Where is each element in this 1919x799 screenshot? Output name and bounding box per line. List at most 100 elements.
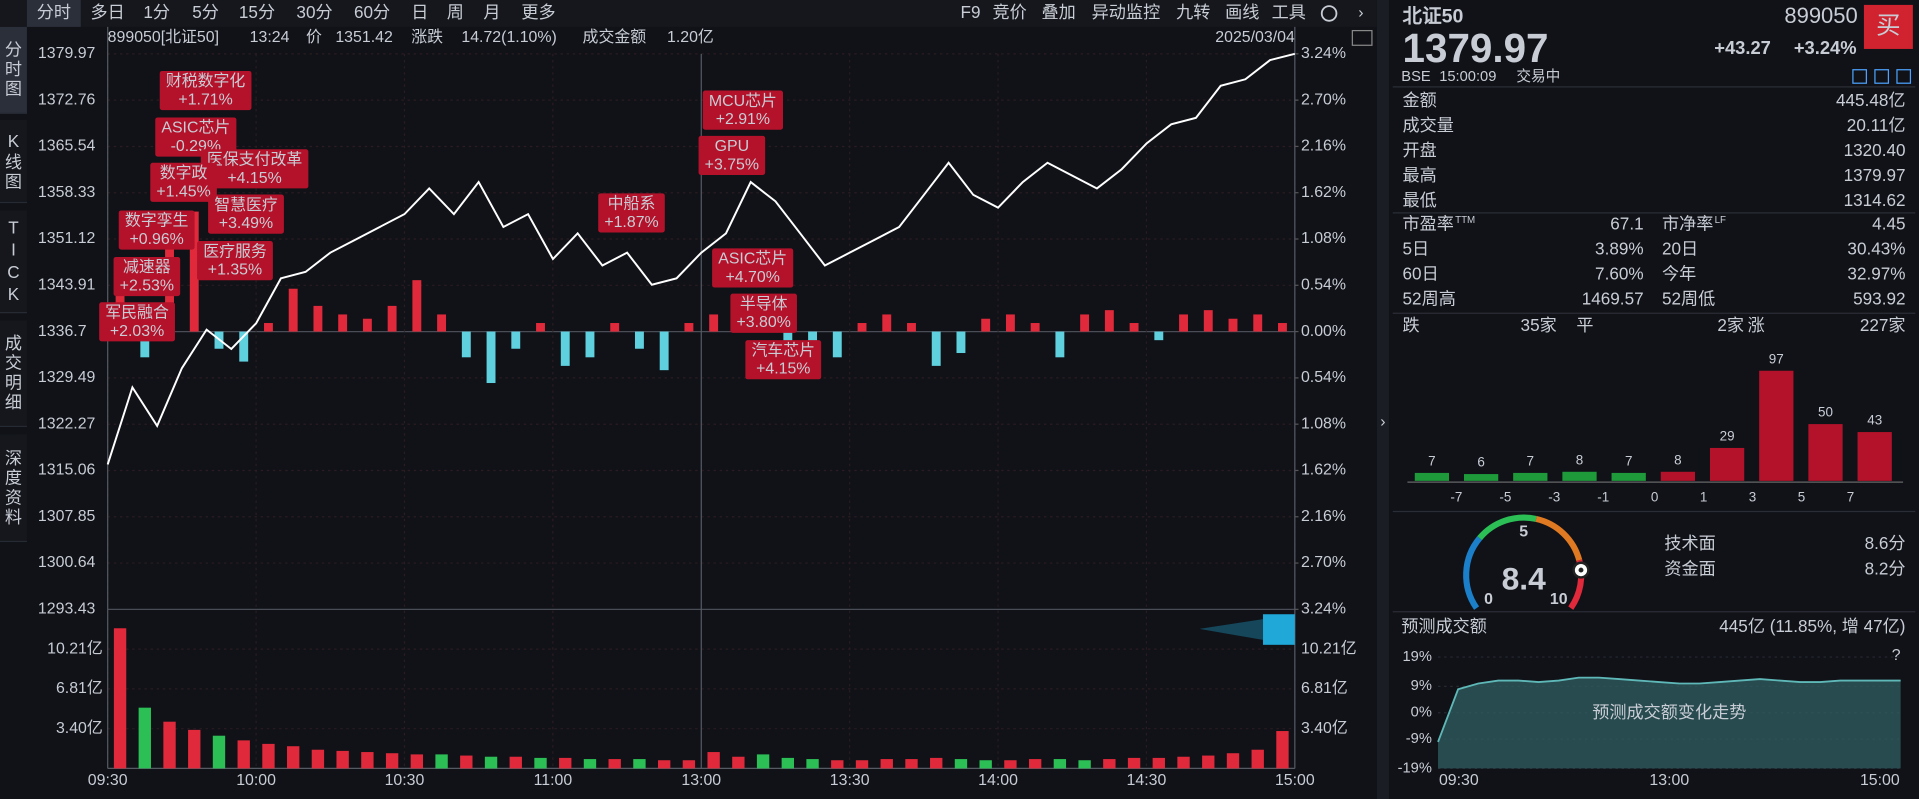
quote-name: 北证50 xyxy=(1403,5,1464,27)
tab[interactable]: 周 xyxy=(447,2,464,22)
volume-bar xyxy=(138,707,151,769)
distribution-bar xyxy=(1857,432,1892,481)
volume-bar xyxy=(756,754,770,769)
forecast-help[interactable]: ? xyxy=(1892,647,1901,664)
tab[interactable]: 30分 xyxy=(296,2,332,22)
annotation-name: 军民融合 xyxy=(105,303,169,321)
tab[interactable]: 更多 xyxy=(521,2,555,22)
side-tab[interactable]: 深度资料 xyxy=(0,434,27,543)
tool[interactable]: 画线 xyxy=(1225,2,1259,22)
tool[interactable]: 九转 xyxy=(1176,2,1210,22)
more-icon[interactable]: › xyxy=(1358,5,1363,22)
info-label: 价 xyxy=(306,29,322,46)
side-tab[interactable]: TICK xyxy=(0,210,27,314)
volume-bar xyxy=(732,756,745,769)
tab[interactable]: 5分 xyxy=(192,2,219,22)
tool[interactable]: 异动监控 xyxy=(1092,2,1161,22)
buy-label[interactable]: 买 xyxy=(1876,12,1900,39)
tab[interactable]: 日 xyxy=(411,2,428,22)
annotation-change: +2.91% xyxy=(716,111,770,128)
stat-value: 3.89% xyxy=(1595,239,1644,259)
tool[interactable]: F9 xyxy=(961,2,981,22)
breadth-label: 跌 xyxy=(1403,315,1420,335)
buy-button[interactable] xyxy=(1863,4,1913,49)
settings-icon[interactable] xyxy=(1320,5,1338,22)
time-label: 15:00 xyxy=(1275,772,1315,789)
volume-bar xyxy=(385,753,399,769)
pct-tick-label: 0.54% xyxy=(1301,277,1346,294)
annotation-name: 智慧医疗 xyxy=(214,196,278,214)
info-label: 涨跌 xyxy=(411,28,443,46)
volume-bar xyxy=(262,743,275,769)
stat-label: 最低 xyxy=(1403,190,1437,210)
annotation-name: 数字孪生 xyxy=(125,212,189,230)
annotation-box xyxy=(208,194,284,234)
tab[interactable]: 1分 xyxy=(143,2,170,22)
breadth-label: 涨 xyxy=(1748,315,1765,335)
pct-tick-label: 1.08% xyxy=(1301,415,1346,432)
quote-change: +43.27 xyxy=(1714,37,1771,58)
volume-bar xyxy=(682,760,696,769)
tab[interactable]: 多日 xyxy=(91,2,125,22)
annotation-change: +4.15% xyxy=(756,361,810,378)
side-tab[interactable]: K线图 xyxy=(0,119,27,204)
volume-tick-label: 6.81亿 xyxy=(1301,679,1348,697)
splitter-arrow: › xyxy=(1380,413,1385,430)
volume-bar xyxy=(460,755,473,769)
tab[interactable]: 60分 xyxy=(354,2,390,22)
price-tick-label: 1372.76 xyxy=(38,91,96,108)
panel-icon[interactable] xyxy=(1874,69,1890,84)
volume-tick-label: 6.81亿 xyxy=(56,679,103,697)
splitter xyxy=(1376,0,1390,799)
tab[interactable]: 月 xyxy=(483,2,500,22)
price-tick-label: 1329.49 xyxy=(38,369,96,386)
annotation-name: 汽车芯片 xyxy=(751,341,815,359)
panel-icon[interactable] xyxy=(1852,69,1867,84)
pct-tick-label: 0.54% xyxy=(1301,369,1346,386)
tool[interactable]: 叠加 xyxy=(1042,2,1076,22)
pct-tick-label: 1.62% xyxy=(1301,462,1346,479)
tab-active xyxy=(26,0,81,27)
tab[interactable]: 分时 xyxy=(37,2,71,22)
volume-tick-label: 10.21亿 xyxy=(1301,639,1357,657)
side-tab[interactable]: 分时图 xyxy=(0,26,27,114)
flow-bar xyxy=(634,331,644,349)
flow-bar xyxy=(1104,310,1114,332)
quote-price: 1379.97 xyxy=(1403,25,1549,71)
flow-bar xyxy=(560,331,570,366)
annotation-box xyxy=(702,90,783,130)
volume-bar xyxy=(1078,760,1091,769)
annotation-box xyxy=(200,149,309,189)
tool[interactable]: 竞价 xyxy=(993,2,1027,22)
tool[interactable]: 工具 xyxy=(1272,2,1306,22)
pct-tick-label: 2.16% xyxy=(1301,138,1346,155)
panel-icon[interactable] xyxy=(1896,69,1912,84)
price-tick-label: 1322.27 xyxy=(38,415,96,432)
price-tick-label: 1351.12 xyxy=(38,230,96,247)
annotation-box xyxy=(155,117,237,157)
slider-trail xyxy=(1199,619,1264,640)
tab[interactable]: 15分 xyxy=(239,2,275,22)
annotation-change: +3.49% xyxy=(219,215,273,232)
distribution-tick: 3 xyxy=(1749,490,1756,505)
volume-bar xyxy=(534,757,547,769)
stat-label: 52周低 xyxy=(1662,289,1715,309)
time-label: 10:00 xyxy=(236,772,276,789)
info-change: 14.72(1.10%) xyxy=(461,29,556,46)
volume-bar xyxy=(979,760,992,769)
volume-bar xyxy=(954,759,968,769)
quote-time: 15:00:09 xyxy=(1439,69,1496,85)
volume-bar xyxy=(484,756,498,769)
time-label: 10:30 xyxy=(385,772,425,789)
volume-bar xyxy=(1103,759,1116,769)
stat-label: 成交量 xyxy=(1403,115,1454,135)
volume-bar xyxy=(435,754,448,769)
right-panel-bg xyxy=(1389,0,1919,799)
flow-bar xyxy=(585,331,595,358)
pct-tick-label: 2.70% xyxy=(1301,91,1346,108)
annotation-change: +2.53% xyxy=(120,278,174,295)
side-tab[interactable]: 成交明细 xyxy=(0,320,27,428)
distribution-label: 50 xyxy=(1818,405,1833,420)
flow-bar xyxy=(313,305,323,332)
volume-bar xyxy=(1004,760,1017,769)
